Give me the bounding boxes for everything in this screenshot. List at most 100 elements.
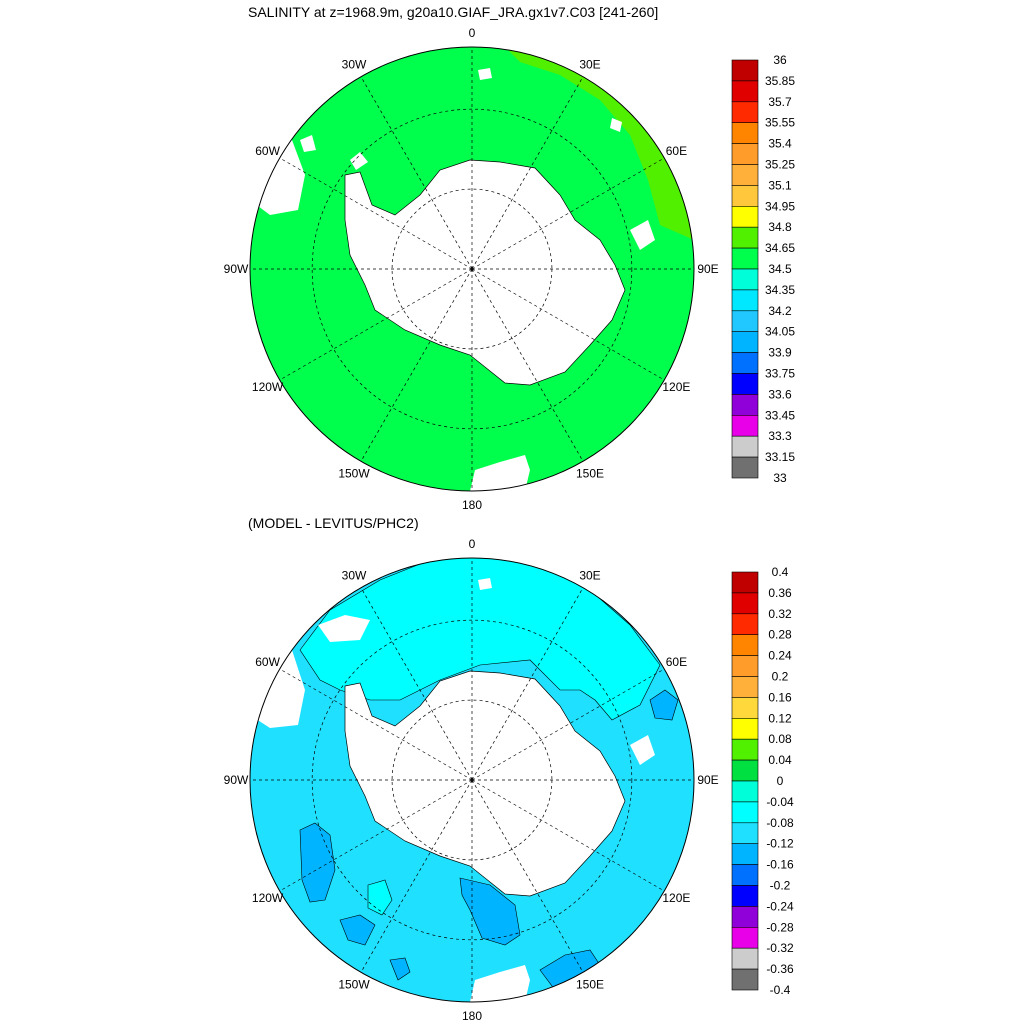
colorbar-box <box>731 247 759 270</box>
colorbar-label: -0.32 <box>766 941 794 955</box>
longitude-label: 150E <box>576 466 604 480</box>
colorbar-label: -0.12 <box>766 837 794 851</box>
colorbar-label: 0.24 <box>768 649 792 663</box>
colorbar-label: 35.55 <box>765 116 795 130</box>
colorbar-box <box>731 571 759 594</box>
colorbar-top: 36 35.85 35.7 35.55 35.4 35.25 35.1 34.95 34.8 34… <box>731 53 795 485</box>
polar-map-top: 0 30E 60E 90E 120E 150E 180 150W 120W 90W 60W 30W <box>224 26 719 512</box>
colorbar-box <box>731 122 759 144</box>
anomaly-region-secondary-bottom <box>299 558 661 721</box>
colorbar-label: 34.95 <box>765 199 795 213</box>
colorbar-label: 35.4 <box>768 137 792 151</box>
longitude-label: 30W <box>342 569 367 583</box>
anomaly-minimum-patches-bottom <box>299 689 679 991</box>
longitude-label: 0 <box>469 26 476 40</box>
meridian-line <box>360 587 473 781</box>
colorbar-label: 33.6 <box>768 387 792 401</box>
meridian-line <box>471 76 584 270</box>
chart-title-top: SALINITY at z=1968.9m, g20a10.GIAF_JRA.g… <box>248 4 658 20</box>
colorbar-box <box>731 226 759 249</box>
longitude-label: 150E <box>576 977 604 991</box>
longitude-label: 150W <box>338 977 370 991</box>
longitude-label: 180 <box>462 1009 482 1023</box>
colorbar-label: 33.9 <box>768 346 792 360</box>
colorbar-label: 35.85 <box>765 74 795 88</box>
map-boundary-top <box>249 46 695 492</box>
colorbar-label: 34.5 <box>768 262 792 276</box>
colorbar-box <box>731 164 759 186</box>
colorbar-label: 34.2 <box>768 304 792 318</box>
colorbar-label: 0.16 <box>768 690 792 704</box>
colorbar-label: 0.12 <box>768 711 792 725</box>
colorbar-box <box>731 968 759 991</box>
colorbar-label: 33 <box>773 471 787 485</box>
longitude-label: 0 <box>469 537 476 551</box>
colorbar-box <box>731 759 759 782</box>
colorbar-label: -0.24 <box>766 899 794 913</box>
colorbar-box <box>731 885 759 907</box>
colorbar-label: 34.65 <box>765 241 795 255</box>
colorbar-label: 35.1 <box>768 178 792 192</box>
colorbar-label: 35.7 <box>768 95 792 109</box>
colorbar-box <box>731 435 759 458</box>
longitude-label: 90W <box>224 262 249 276</box>
colorbar-label: 0.2 <box>772 670 789 684</box>
longitude-label: 120E <box>662 891 690 905</box>
colorbar-box <box>731 456 759 479</box>
colorbar-box <box>731 676 759 698</box>
colorbar-box <box>731 373 759 395</box>
longitude-label: 150W <box>338 466 370 480</box>
antarctica-top <box>344 159 626 386</box>
colorbar-box <box>731 717 759 740</box>
longitude-label: 30E <box>579 58 600 72</box>
colorbar-box <box>731 655 759 677</box>
longitude-label: 60W <box>255 655 280 669</box>
colorbar-box <box>731 310 759 332</box>
meridian-line <box>279 779 473 892</box>
colorbar-box <box>731 80 759 103</box>
colorbar-label: 34.05 <box>765 325 795 339</box>
colorbar-label: 0.4 <box>772 565 789 579</box>
colorbar-box <box>731 780 759 803</box>
meridian-line <box>279 157 473 270</box>
colorbar-label: -0.04 <box>766 795 794 809</box>
longitude-label: 30W <box>342 58 367 72</box>
colorbar-box <box>731 352 759 374</box>
meridian-line <box>471 779 584 973</box>
colorbar-label: 0.28 <box>768 628 792 642</box>
latitude-circle <box>311 108 633 430</box>
latitude-circle <box>311 619 633 941</box>
colorbar-box <box>731 864 759 886</box>
colorbar-label: -0.4 <box>770 983 791 997</box>
colorbar-label: 34.35 <box>765 283 795 297</box>
meridian-line <box>360 779 473 973</box>
colorbar-box <box>731 738 759 761</box>
colorbar-box <box>731 926 759 949</box>
longitude-label: 60E <box>666 144 687 158</box>
meridian-line <box>360 268 473 462</box>
colorbar-box <box>731 801 759 824</box>
meridian-line <box>471 157 665 270</box>
longitude-labels-bottom: 0 30E 60E 90E 120E 150E 180 150W 120W 90W 60W 30W <box>224 537 719 1023</box>
colorbar-bottom: 0.4 0.36 0.32 0.28 0.24 0.2 0.16 0.12 0.08 0.04 0 -… <box>731 565 794 997</box>
longitude-label: 120E <box>662 380 690 394</box>
colorbar-label: 0.36 <box>768 586 792 600</box>
colorbar-label: 0.04 <box>768 753 792 767</box>
colorbar-label: -0.08 <box>766 816 794 830</box>
longitude-label: 180 <box>462 498 482 512</box>
colorbar-box <box>731 394 759 416</box>
meridian-line <box>471 587 584 781</box>
colorbar-box <box>731 592 759 615</box>
colorbar-box <box>731 947 759 970</box>
colorbar-box <box>731 634 759 656</box>
colorbar-label: 33.15 <box>765 450 795 464</box>
colorbar-box <box>731 289 759 312</box>
longitude-label: 120W <box>252 891 284 905</box>
colorbar-label: 34.8 <box>768 220 792 234</box>
colorbar-box <box>731 143 759 165</box>
colorbar-label: 35.25 <box>765 158 795 172</box>
longitude-label: 120W <box>252 380 284 394</box>
colorbar-box <box>731 613 759 635</box>
colorbar-label: -0.2 <box>770 879 791 893</box>
